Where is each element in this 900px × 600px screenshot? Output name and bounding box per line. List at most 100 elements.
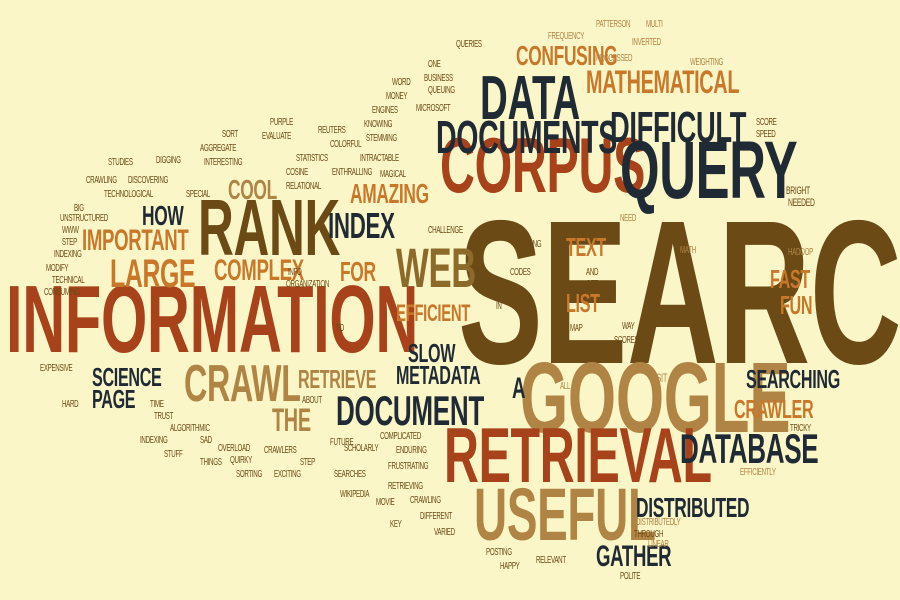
- word-crawler: CRAWLER: [734, 394, 814, 424]
- word-happy: HAPPY: [500, 561, 520, 572]
- word-way: WAY: [622, 321, 635, 332]
- word-fun: FUN: [780, 290, 813, 320]
- word-metadata: METADATA: [396, 360, 481, 390]
- word-movie: MOVIE: [376, 497, 395, 508]
- word-patterson: PATTERSON: [596, 19, 631, 30]
- word-efficient: EFFICIENT: [396, 300, 471, 327]
- word-engines: ENGINES: [372, 105, 398, 116]
- word-scores: SCORES: [614, 335, 639, 346]
- word-colorful: COLORFUL: [330, 139, 362, 150]
- word-intractable: INTRACTABLE: [360, 153, 399, 164]
- word-enduring: ENDURING: [396, 445, 427, 456]
- word-codes: CODES: [510, 267, 531, 278]
- word-cosine: COSINE: [286, 167, 308, 178]
- word-www: WWW: [62, 225, 79, 236]
- word-organization: ORGANIZATION: [286, 279, 330, 290]
- word-quirky: QUIRKY: [230, 455, 252, 466]
- word-need: NEED: [620, 213, 636, 224]
- word-speed: SPEED: [756, 129, 776, 140]
- word-large: LARGE: [110, 252, 196, 296]
- word-evaluate: EVALUATE: [262, 131, 291, 142]
- word-the: THE: [272, 402, 311, 438]
- word-google: GOOGLE: [520, 342, 791, 454]
- word-queries: QUERIES: [456, 39, 482, 50]
- word-query: QUERY: [620, 125, 798, 216]
- word-money: MONEY: [386, 91, 408, 102]
- word-polite: POLITE: [620, 571, 641, 582]
- word-crawling: CRAWLING: [410, 495, 441, 506]
- word-linear: LINEAR: [648, 539, 669, 550]
- word-expensive: EXPENSIVE: [40, 363, 73, 374]
- word-confusing: CONFUSING: [516, 40, 618, 71]
- word-modify: MODIFY: [46, 263, 69, 274]
- word-time: TIME: [150, 399, 164, 410]
- word-consuming: CONSUMING: [44, 287, 80, 298]
- word-stemming: STEMMING: [366, 133, 397, 144]
- word-searching: SEARCHING: [746, 364, 840, 394]
- word-frequency: FREQUENCY: [548, 31, 585, 42]
- word-technological: TECHNOLOGICAL: [104, 189, 154, 200]
- word-gather: GATHER: [596, 540, 672, 573]
- word-useful: USEFUL: [474, 473, 656, 556]
- word-for: FOR: [340, 256, 376, 287]
- word-crawl: CRAWL: [184, 355, 301, 413]
- word-inverted: INVERTED: [632, 37, 661, 48]
- word-stuff: STUFF: [164, 449, 183, 460]
- word-amazing: AMAZING: [350, 178, 429, 209]
- word-info: INFO: [288, 267, 302, 278]
- word-business: BUSINESS: [424, 73, 453, 84]
- word-overload: OVERLOAD: [218, 443, 250, 454]
- word-retrieving: RETRIEVING: [388, 481, 423, 492]
- word-sort: SORT: [222, 129, 238, 140]
- word-all: ALL: [560, 381, 571, 392]
- word-knowing: KNOWING: [364, 119, 393, 130]
- word-science: SCIENCE: [92, 362, 162, 392]
- word-weighting: WEIGHTING: [690, 57, 724, 68]
- word-digging: DIGGING: [156, 155, 181, 166]
- word-complex: COMPLEX: [214, 254, 304, 287]
- word-key: KEY: [390, 519, 402, 530]
- word-parsing: PARSING: [516, 239, 542, 250]
- word-distributed: DISTRIBUTED: [636, 492, 750, 523]
- word-challenge: CHALLENGE: [428, 225, 463, 236]
- word-indexing: INDEXING: [140, 435, 168, 446]
- word-mathematical: MATHEMATICAL: [586, 64, 740, 100]
- word-hard: HARD: [62, 399, 79, 410]
- word-search: SEARCH: [458, 178, 900, 407]
- word-multi: MULTI: [646, 19, 663, 30]
- word-retrieve: RETRIEVE: [298, 364, 377, 394]
- word-data: DATA: [480, 64, 580, 133]
- word-and: AND: [586, 267, 599, 278]
- word-complicated: COMPLICATED: [380, 431, 421, 442]
- word-things: THINGS: [200, 457, 222, 468]
- word-searches: SEARCHES: [334, 469, 366, 480]
- word-step: STEP: [62, 237, 77, 248]
- word-special: SPECIAL: [186, 189, 211, 200]
- word-aggregate: AGGREGATE: [200, 143, 237, 154]
- word-microsoft: MICROSOFT: [416, 103, 451, 114]
- word-exciting: EXCITING: [274, 469, 301, 480]
- word-database: DATABASE: [680, 425, 819, 472]
- word-crawlers: CRAWLERS: [264, 445, 297, 456]
- word-wikipedia: WIKIPEDIA: [340, 489, 370, 500]
- word-efficiently: EFFICIENTLY: [740, 467, 776, 478]
- word-document: DOCUMENT: [336, 387, 484, 434]
- word-sorting: SORTING: [236, 469, 262, 480]
- word-varied: VARIED: [434, 527, 455, 538]
- word-hadoop: HADOOP: [788, 247, 814, 258]
- word-reuters: REUTERS: [318, 125, 346, 136]
- word-one: ONE: [428, 59, 441, 70]
- word-relational: RELATIONAL: [286, 181, 322, 192]
- word-big: BIG: [74, 203, 84, 214]
- word-scholarly: SCHOLARLY: [344, 443, 379, 454]
- word-retrieval: RETRIEVAL: [444, 411, 712, 499]
- word-corpus: CORPUS: [440, 121, 646, 209]
- word-studies: STUDIES: [108, 157, 133, 168]
- word-to: TO: [336, 323, 344, 334]
- word-get: GET: [586, 279, 598, 290]
- word-through: THROUGH: [634, 529, 664, 540]
- word-difficult: DIFFICULT: [610, 103, 747, 152]
- word-purple: PURPLE: [270, 117, 293, 128]
- word-word: WORD: [392, 77, 411, 88]
- word-magical: MAGICAL: [380, 169, 406, 180]
